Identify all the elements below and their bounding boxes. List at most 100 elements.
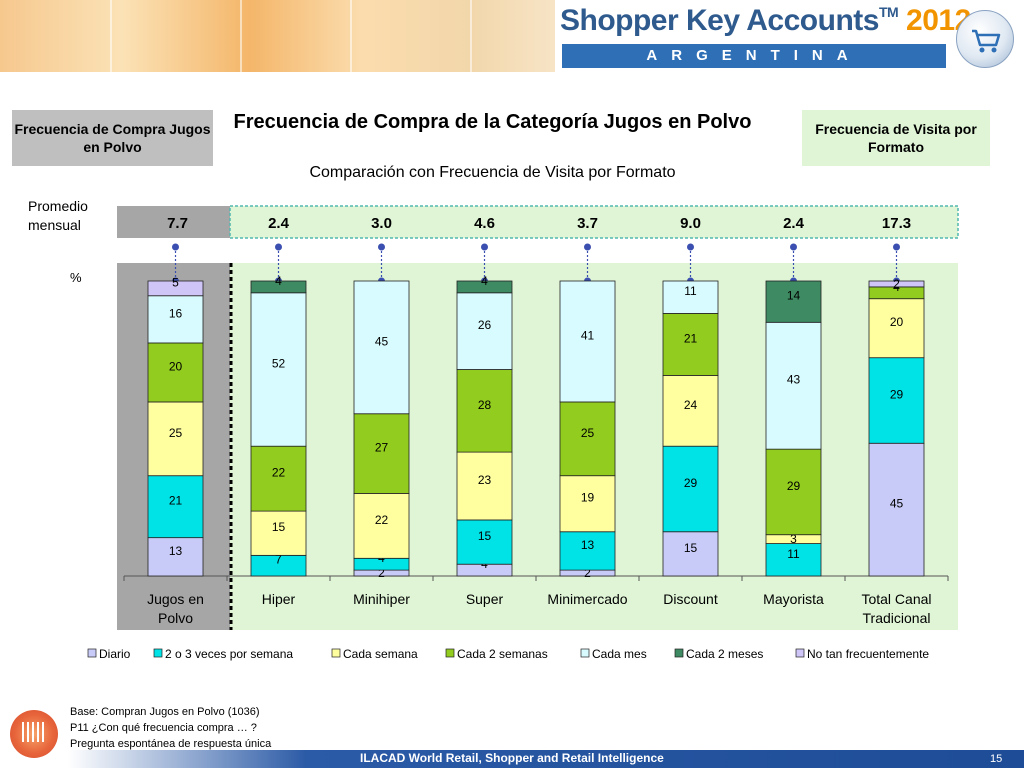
bar-segment xyxy=(765,321,822,450)
bar-value-label: 7 xyxy=(275,553,282,567)
brand-main-text: Shopper Key Accounts xyxy=(560,4,879,37)
bar-segment xyxy=(147,342,204,403)
bar-segment xyxy=(559,401,616,477)
legend-entry: No tan frecuentemente xyxy=(807,647,929,661)
bar-value-label: 24 xyxy=(684,398,698,412)
bar-segment xyxy=(250,445,307,512)
footnote-line: Base: Compran Jugos en Polvo (1036) xyxy=(70,706,260,718)
legend-entry: Cada mes xyxy=(592,647,647,661)
bar-value-label: 43 xyxy=(787,373,801,387)
bar-value-label: 27 xyxy=(375,441,389,455)
legend-entry: Cada 2 semanas xyxy=(457,647,548,661)
legend-entry: Cada 2 meses xyxy=(686,647,763,661)
bar-value-label: 4 xyxy=(481,274,488,288)
footnote-line: P11 ¿Con qué frecuencia compra … ? xyxy=(70,722,257,734)
connector-dot xyxy=(172,243,179,251)
percent-axis-label: % xyxy=(70,270,82,285)
footnote: Base: Compran Jugos en Polvo (1036) P11 … xyxy=(70,704,271,752)
bar-value-label: 52 xyxy=(272,357,286,371)
bar-value-label: 15 xyxy=(684,541,698,555)
connector-dot xyxy=(275,243,282,251)
promedio-value: 9.0 xyxy=(680,215,701,232)
bar-value-label: 20 xyxy=(169,359,183,373)
shopping-cart-icon xyxy=(956,10,1014,68)
banner-photo-strip xyxy=(0,0,555,72)
bar-segment xyxy=(765,448,822,536)
bar-value-label: 2 xyxy=(893,277,900,291)
bar-value-label: 2 xyxy=(584,566,591,580)
bar-value-label: 3 xyxy=(790,532,797,546)
legend-swatch xyxy=(674,648,684,658)
bar-value-label: 11 xyxy=(684,284,697,298)
category-label: Minimercado xyxy=(547,591,627,607)
promedio-band-right xyxy=(229,205,959,239)
bar-segment xyxy=(559,280,616,403)
bar-segment xyxy=(868,298,925,359)
bar-segment xyxy=(147,295,204,344)
bar-segment xyxy=(456,519,513,565)
footnote-line: Pregunta espontánea de respuesta única xyxy=(70,738,272,750)
brand-title: Shopper Key AccountsTM 2012 xyxy=(560,4,971,38)
bar-segment xyxy=(868,442,925,577)
legend-swatch xyxy=(795,648,805,658)
bar-value-label: 29 xyxy=(684,476,698,490)
bar-segment xyxy=(662,445,719,533)
bar-segment xyxy=(456,292,513,370)
left-info-box: Frecuencia de Compra Jugos en Polvo xyxy=(12,110,213,166)
promedio-value: 7.7 xyxy=(167,215,188,232)
bar-value-label: 21 xyxy=(684,331,698,345)
ilacad-logo xyxy=(10,710,58,758)
bar-segment xyxy=(662,313,719,376)
category-label: Minihiper xyxy=(353,591,410,607)
bar-value-label: 11 xyxy=(787,547,800,561)
category-label: Mayorista xyxy=(763,591,824,607)
legend-entry: Diario xyxy=(99,647,131,661)
promedio-value: 3.7 xyxy=(577,215,598,232)
bar-segment xyxy=(868,280,925,288)
bar-value-label: 45 xyxy=(375,334,389,348)
page-number: 15 xyxy=(990,753,1003,765)
chart-title: Frecuencia de Compra de la Categoría Jug… xyxy=(233,111,752,133)
promedio-value: 4.6 xyxy=(474,215,495,232)
bar-value-label: 29 xyxy=(787,479,801,493)
bar-segment xyxy=(147,537,204,577)
legend-entry: 2 o 3 veces por semana xyxy=(165,647,293,661)
connector-dot xyxy=(584,243,591,251)
promedio-band-left xyxy=(117,206,230,238)
bar-value-label: 5 xyxy=(172,275,179,289)
bar-segment xyxy=(559,531,616,571)
bar-value-label: 4 xyxy=(275,274,282,288)
legend-swatch xyxy=(87,648,97,658)
category-label: Polvo xyxy=(158,610,193,626)
category-label: Total Canal xyxy=(861,591,931,607)
connector-dot xyxy=(790,243,797,251)
right-info-box: Frecuencia de Visita por Formato xyxy=(802,110,990,166)
bar-segment xyxy=(250,292,307,447)
bar-value-label: 14 xyxy=(787,289,801,303)
bar-segment xyxy=(868,357,925,444)
bar-segment xyxy=(662,374,719,447)
stacked-bar-chart: 7.7 2.4 3.0 4.6 3.7 9.0 2.4 17.3 13 21 25 20 16 5 Jugo… xyxy=(87,205,959,661)
bar-value-label: 23 xyxy=(478,473,492,487)
connector-dot xyxy=(378,243,385,251)
bar-value-label: 2 xyxy=(378,566,385,580)
bar-segment xyxy=(353,413,410,494)
bar-value-label: 13 xyxy=(169,544,183,558)
promedio-value: 2.4 xyxy=(783,215,805,232)
bar-segment xyxy=(456,280,513,294)
bar-segment xyxy=(456,369,513,453)
bar-value-label: 22 xyxy=(272,466,286,480)
bar-value-label: 25 xyxy=(169,426,183,440)
bar-segment xyxy=(765,280,822,323)
bar-segment xyxy=(662,280,719,314)
legend-swatch xyxy=(445,648,455,658)
bar-value-label: 45 xyxy=(890,497,904,511)
bar-value-label: 29 xyxy=(890,387,904,401)
bar-value-label: 41 xyxy=(581,328,595,342)
legend-entry: Cada semana xyxy=(343,647,418,661)
category-label: Super xyxy=(466,591,504,607)
bar-value-label: 20 xyxy=(890,315,904,329)
bar-segment xyxy=(765,543,822,577)
bar-segment xyxy=(559,475,616,533)
footer-bar xyxy=(68,750,1024,768)
